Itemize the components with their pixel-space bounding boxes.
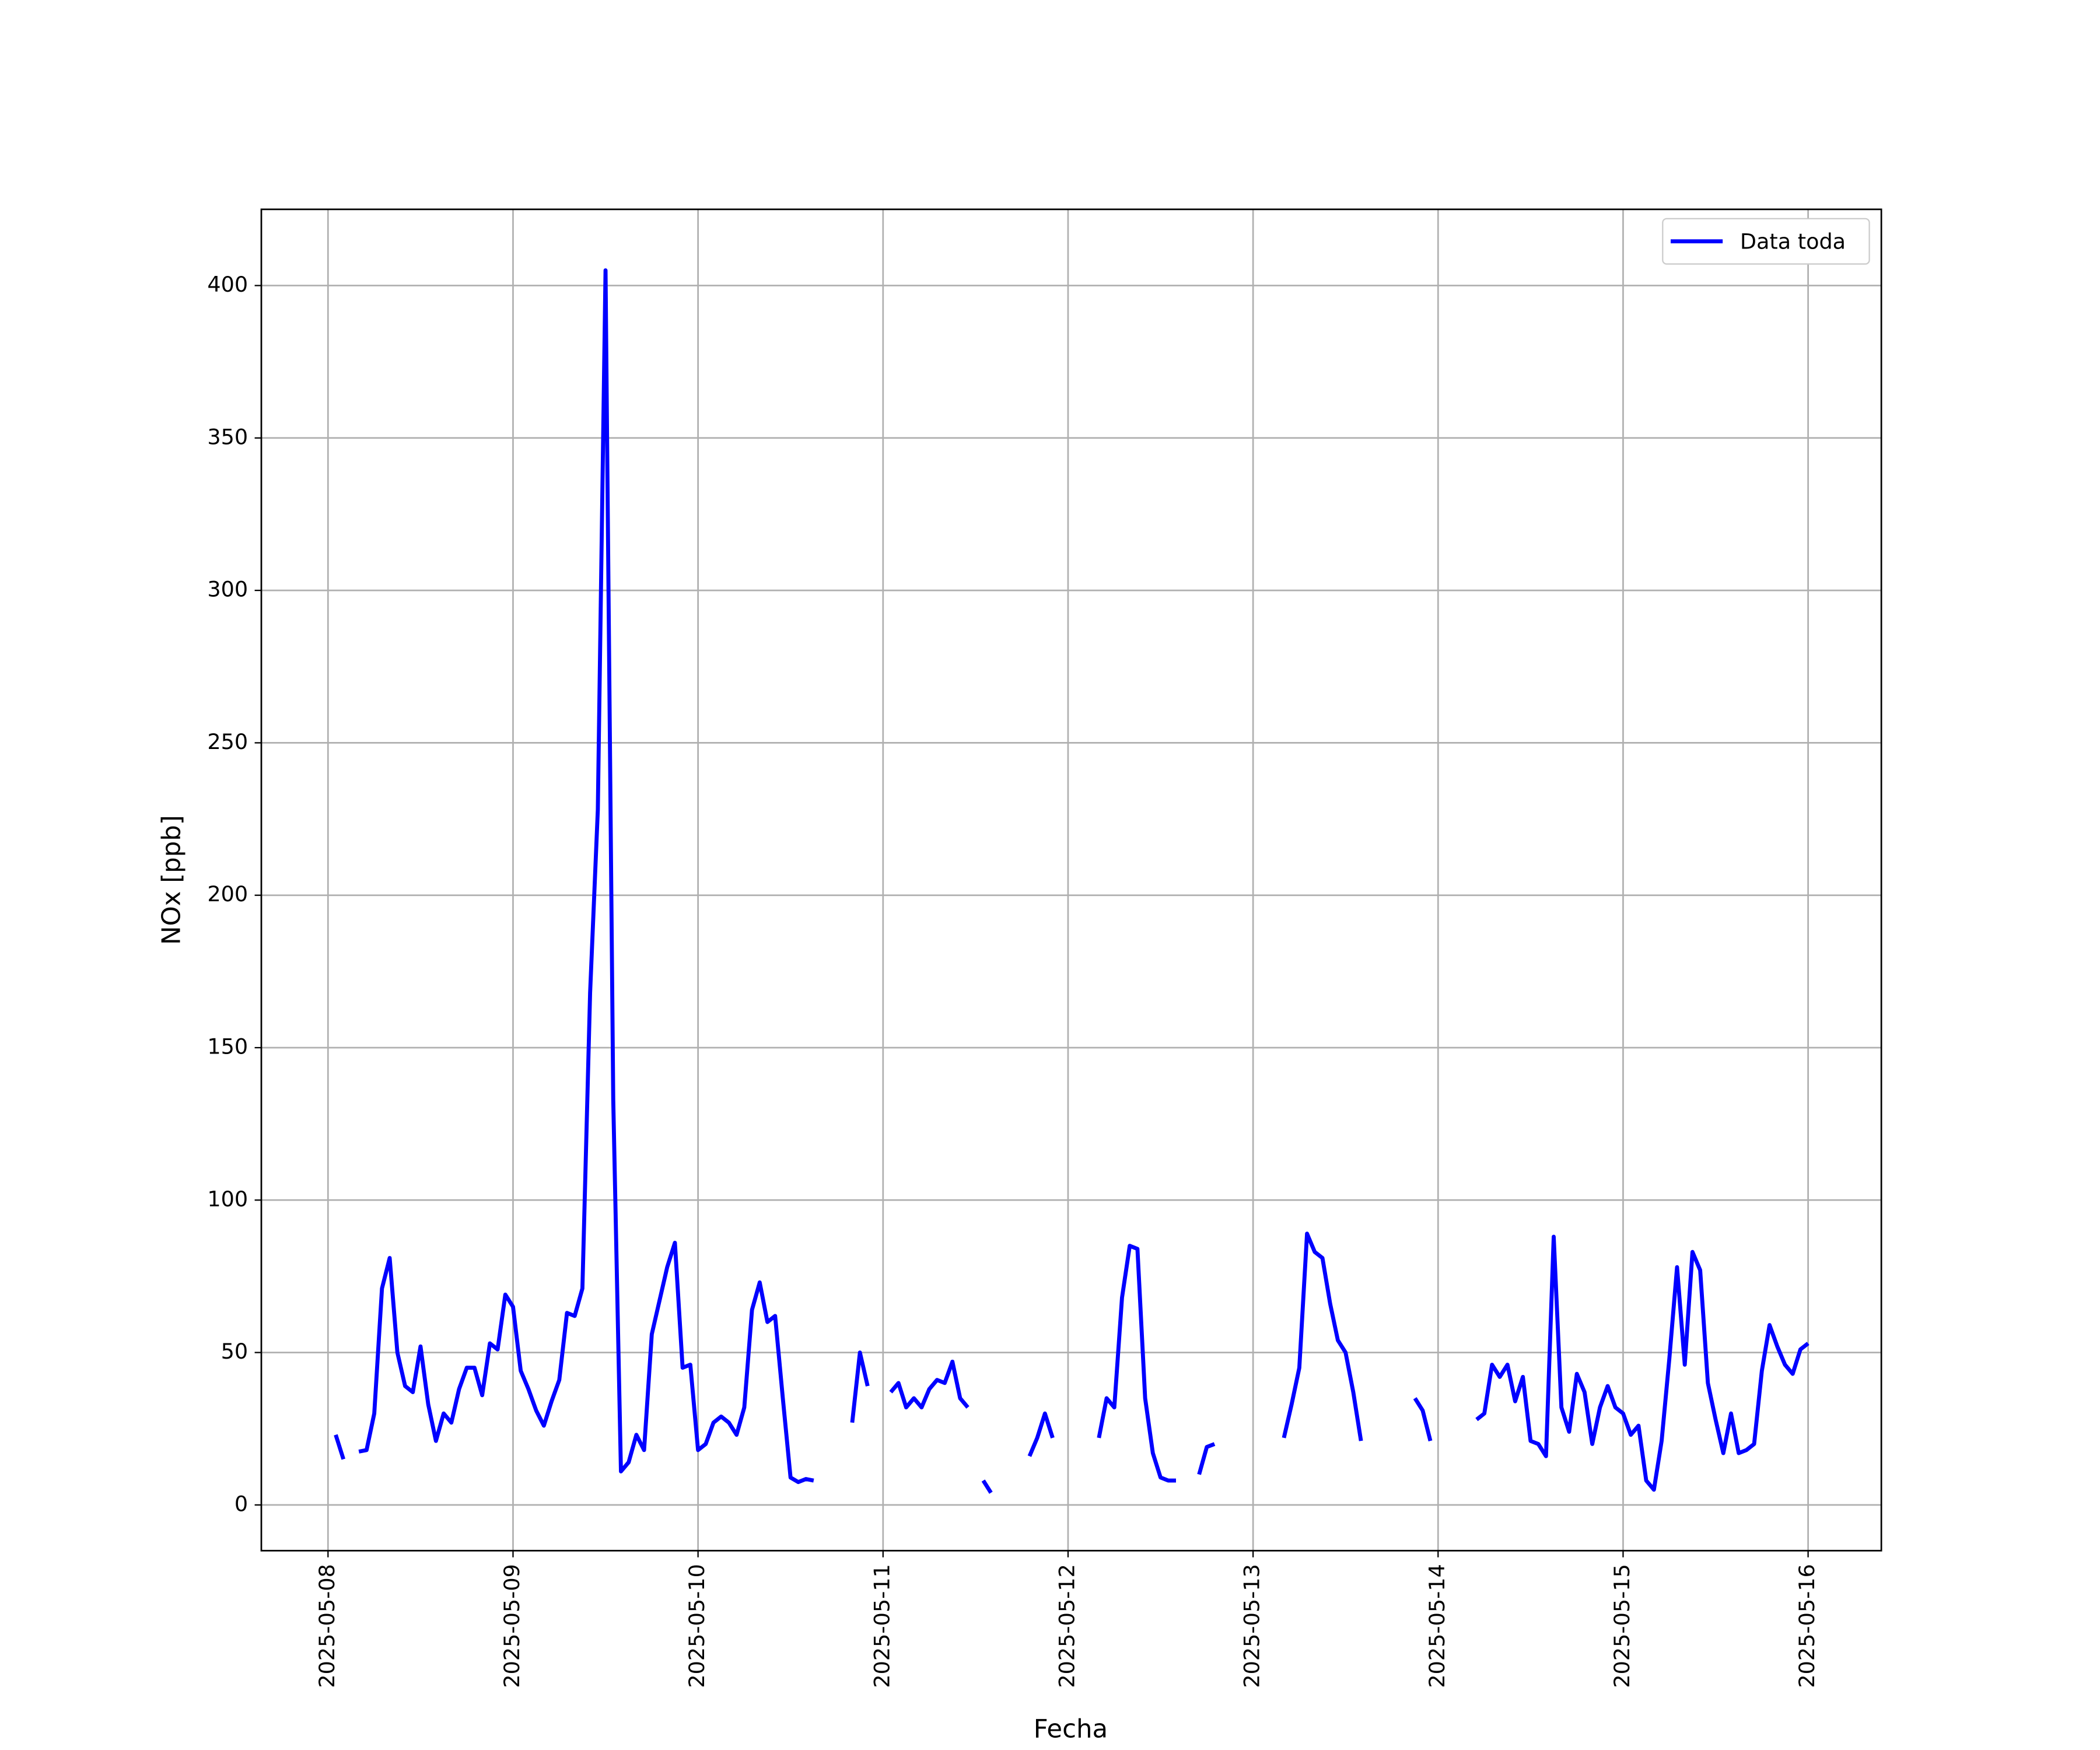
x-tick-label: 2025-05-12 (1054, 1564, 1079, 1688)
y-tick-label: 0 (235, 1491, 248, 1516)
legend-box (1662, 218, 1870, 265)
y-tick-label: 250 (207, 729, 248, 754)
plot-area: 0 50 100 150 200 250 300 350 400 2025-05-08 2025-0… (207, 209, 1882, 1688)
y-tick-label: 100 (207, 1186, 248, 1212)
x-tick-label: 2025-05-16 (1794, 1564, 1819, 1688)
y-tick-label: 300 (207, 577, 248, 602)
x-tick-label: 2025-05-10 (684, 1564, 709, 1688)
legend-label: Data toda (1740, 229, 1846, 254)
x-axis-label: Fecha (1034, 1714, 1108, 1744)
y-tick-label: 400 (207, 272, 248, 297)
y-axis-label: NOx [ppb] (158, 815, 187, 945)
x-tick-label: 2025-05-13 (1240, 1564, 1265, 1688)
y-tick-label: 150 (207, 1034, 248, 1059)
x-tick-label: 2025-05-11 (869, 1564, 894, 1688)
data-line (334, 268, 1810, 1494)
y-tick-label: 200 (207, 881, 248, 907)
axes-frame (260, 208, 1882, 1552)
x-tick-label: 2025-05-14 (1424, 1564, 1450, 1688)
x-tick-label: 2025-05-15 (1609, 1564, 1634, 1688)
x-tick-label: 2025-05-08 (314, 1564, 340, 1688)
y-tick-label: 350 (207, 424, 248, 449)
y-tick-label: 50 (221, 1339, 249, 1364)
legend: Data toda (1662, 218, 1870, 265)
x-tick-label: 2025-05-09 (499, 1564, 524, 1688)
